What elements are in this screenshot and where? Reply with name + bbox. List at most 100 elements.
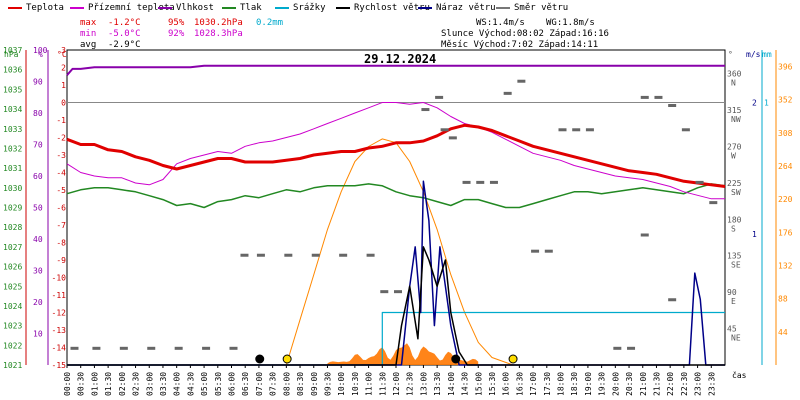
direction-dot — [256, 253, 265, 257]
time-tick-label: 00:30 — [77, 372, 86, 396]
pressure-tick: 1037 — [3, 46, 22, 55]
direction-dot — [695, 180, 704, 184]
wind-line — [67, 246, 725, 366]
time-tick-label: 08:30 — [296, 372, 305, 396]
temperature-tick: 2 — [61, 64, 66, 73]
humidity-tick: 10 — [33, 330, 43, 339]
pressure-tick: 1029 — [3, 204, 22, 213]
direction-dot — [585, 128, 594, 132]
stats-ws: WS:1.4m/s — [476, 18, 525, 28]
temperature-tick: -5 — [56, 186, 66, 195]
time-unit: čas — [732, 370, 747, 380]
time-tick-label: 12:00 — [392, 372, 401, 396]
stats-max-hum: 95% — [168, 18, 185, 28]
direction-tick: 45 — [727, 325, 737, 334]
stats-min-temp: -5.0°C — [108, 29, 141, 39]
time-tick-label: 03:30 — [159, 372, 168, 396]
direction-dot — [92, 346, 101, 350]
legend-label: Rychlost větru — [354, 3, 430, 13]
legend-label: Vlhkost — [176, 3, 214, 13]
pressure-tick: 1023 — [3, 322, 22, 331]
direction-label: N — [731, 79, 736, 88]
stats-max-press: 1030.2hPa — [194, 18, 243, 28]
time-tick-label: 07:30 — [269, 372, 278, 396]
time-tick-label: 19:00 — [584, 372, 593, 396]
temperature-line — [66, 123, 726, 188]
time-tick-label: 22:00 — [666, 372, 675, 396]
stats-wg: WG:1.8m/s — [546, 18, 595, 28]
time-tick-label: 10:30 — [351, 372, 360, 396]
direction-dot — [366, 253, 375, 257]
legend-swatch — [8, 7, 22, 9]
stats-avg-label: avg — [80, 40, 97, 50]
time-tick-label: 08:00 — [282, 372, 291, 396]
humidity-tick: 80 — [33, 109, 43, 118]
solar-tick: 132 — [778, 262, 793, 271]
direction-tick: 90 — [727, 288, 737, 297]
time-tick-label: 21:00 — [639, 372, 648, 396]
legend-item-1: Přízemní teplota — [70, 3, 175, 13]
time-tick-label: 16:30 — [515, 372, 524, 396]
direction-dot — [229, 346, 238, 350]
time-tick-label: 14:00 — [447, 372, 456, 396]
time-tick-label: 22:30 — [680, 372, 689, 396]
pressure-line — [66, 183, 726, 209]
humidity-tick: 100 — [33, 46, 48, 55]
legend-label: Náraz větru — [436, 3, 496, 13]
solar-tick: 44 — [778, 328, 788, 337]
sun-marker — [508, 354, 518, 364]
humidity-tick: 50 — [33, 204, 43, 213]
direction-dot — [147, 346, 156, 350]
ground-temp-line — [66, 102, 725, 200]
humidity-tick: 40 — [33, 235, 43, 244]
legend-label: Teplota — [26, 3, 64, 13]
direction-dot — [517, 79, 526, 83]
plot-frame — [66, 49, 726, 366]
direction-tick: 360 — [727, 70, 742, 79]
direction-dot — [489, 180, 498, 184]
direction-dot — [448, 136, 457, 140]
stats-max-rain: 0.2mm — [256, 18, 284, 28]
humidity-tick: 90 — [33, 78, 43, 87]
wind-tick: 2 — [752, 99, 757, 108]
temperature-tick: -8 — [56, 239, 66, 248]
stats-min-hum: 92% — [168, 29, 185, 39]
gust-line — [67, 180, 725, 366]
direction-dot — [421, 108, 430, 112]
direction-tick: 180 — [727, 215, 742, 224]
direction-dot — [174, 346, 183, 350]
humidity-tick: 30 — [33, 267, 43, 276]
direction-dot — [476, 180, 485, 184]
direction-dot — [202, 346, 211, 350]
direction-label: NW — [731, 115, 741, 124]
direction-dot — [503, 91, 512, 95]
sun-marker — [282, 354, 292, 364]
direction-dot — [531, 249, 540, 253]
legend-swatch — [70, 7, 84, 9]
temperature-tick: -15 — [52, 361, 67, 370]
time-tick-label: 12:30 — [406, 372, 415, 396]
direction-dot — [627, 346, 636, 350]
stats-max-label: max — [80, 18, 97, 28]
legend-item-0: Teplota — [8, 3, 64, 13]
direction-dot — [440, 128, 449, 132]
direction-dot — [284, 253, 293, 257]
time-tick-label: 04:00 — [173, 372, 182, 396]
time-tick-label: 21:30 — [652, 372, 661, 396]
direction-tick: 135 — [727, 252, 742, 261]
legend-item-4: Srážky — [275, 3, 326, 13]
legend-swatch — [418, 7, 432, 9]
legend-swatch — [158, 7, 172, 9]
pressure-tick: 1022 — [3, 341, 22, 350]
time-tick-label: 02:30 — [132, 372, 141, 396]
stats-avg-temp: -2.9°C — [108, 40, 141, 50]
solar-tick: 396 — [778, 63, 793, 72]
direction-tick: 315 — [727, 106, 742, 115]
direction-dot — [380, 290, 389, 294]
direction-dot — [435, 95, 444, 99]
temperature-tick: -9 — [56, 256, 66, 265]
direction-dot — [668, 104, 677, 107]
temperature-unit: °C — [57, 50, 67, 59]
pressure-tick: 1026 — [3, 263, 22, 272]
humidity-tick: 20 — [33, 298, 43, 307]
